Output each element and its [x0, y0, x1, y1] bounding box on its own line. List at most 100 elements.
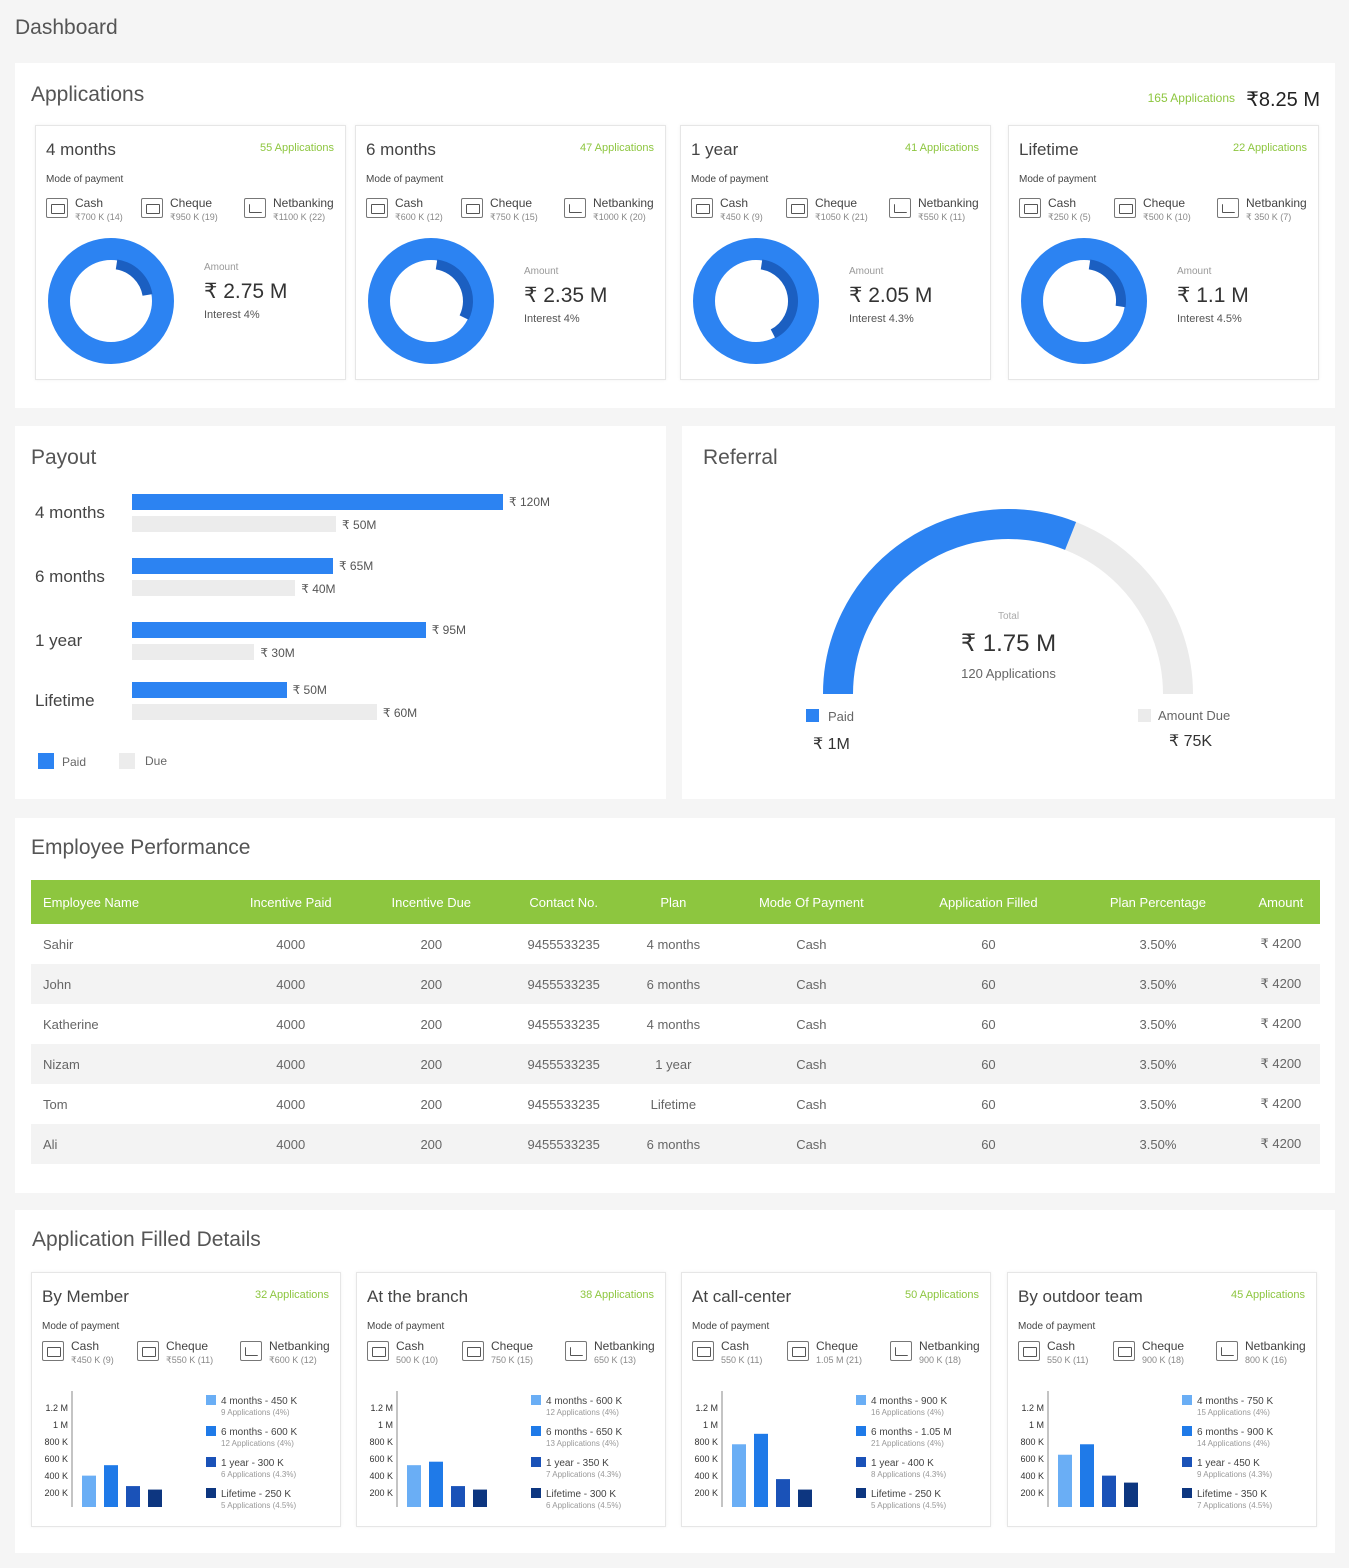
y-tick-label: 800 K: [44, 1437, 68, 1447]
payment-name: Cash: [721, 1339, 750, 1353]
cash-icon: [1018, 1341, 1040, 1361]
application-details-title: Application Filled Details: [32, 1228, 261, 1251]
referral-title: Referral: [703, 446, 778, 469]
y-tick-label: 400 K: [44, 1471, 68, 1481]
column-header[interactable]: Amount: [1241, 880, 1320, 924]
payment-name: Netbanking: [918, 196, 979, 210]
table-cell: ₹ 4200: [1241, 964, 1320, 1004]
employee-table: Employee Name Incentive Paid Incentive Due…: [31, 880, 1320, 1164]
application-bar-chart: [721, 1391, 812, 1507]
legend-swatch: [531, 1488, 541, 1498]
legend-sub: 7 Applications (4.5%): [1197, 1501, 1273, 1510]
application-card: 6 months 47 Applications Mode of payment Ca…: [355, 125, 666, 380]
legend-swatch: [206, 1457, 216, 1467]
payment-value: ₹750 K (15): [490, 212, 538, 222]
table-cell: 4000: [276, 936, 306, 952]
legend-label: Lifetime - 250 K: [871, 1489, 942, 1500]
legend-swatch: [206, 1395, 216, 1405]
card-title: 1 year: [691, 140, 739, 159]
legend-label: 4 months - 450 K: [221, 1396, 298, 1407]
column-header[interactable]: Application Filled: [902, 880, 1075, 924]
payment-value: ₹ 350 K (7): [1246, 212, 1292, 222]
table-cell: Cash: [720, 964, 903, 1004]
chart-legend-item: 6 months - 1.05 M 21 Applications (4%): [856, 1426, 952, 1448]
table-cell: 60: [902, 964, 1075, 1004]
payment-name: Cash: [395, 196, 424, 210]
page-title: Dashboard: [15, 16, 118, 39]
payment-name: Cash: [1047, 1339, 1076, 1353]
legend-swatch: [856, 1457, 866, 1467]
amount-value: ₹ 2.75 M: [204, 280, 288, 303]
payout-paid-bar: [132, 558, 333, 574]
legend-due-label: Due: [145, 754, 168, 768]
column-header[interactable]: Incentive Due: [361, 880, 501, 924]
application-card: 1 year 41 Applications Mode of payment Cash…: [680, 125, 991, 380]
legend-label: 1 year - 350 K: [546, 1458, 609, 1469]
payout-paid-value: ₹ 95M: [431, 623, 467, 637]
payment-name: Cash: [1048, 196, 1077, 210]
column-header[interactable]: Mode Of Payment: [720, 880, 903, 924]
payout-due-bar: [132, 580, 296, 596]
legend-swatch: [531, 1426, 541, 1436]
application-bar-chart: [396, 1391, 487, 1507]
payment-value: ₹600 K (12): [269, 1355, 317, 1365]
cheque-icon: [787, 1341, 809, 1361]
payment-value: 500 K (10): [396, 1355, 439, 1365]
table-cell: 200: [420, 936, 443, 952]
mode-of-payment-label: Mode of payment: [1018, 1321, 1096, 1332]
payout-paid-value: ₹ 120M: [509, 495, 550, 509]
legend-due-swatch: [119, 753, 135, 769]
payment-value: ₹1000 K (20): [593, 212, 646, 222]
gauge-paid-arc: [823, 509, 1077, 695]
legend-swatch: [531, 1457, 541, 1467]
column-header[interactable]: Incentive Paid: [219, 880, 362, 924]
donut-ring: [693, 238, 819, 364]
referral-total-amount: ₹ 1.75 M: [960, 630, 1057, 657]
detail-card: At the branch 38 Applications Mode of paym…: [356, 1272, 666, 1527]
table-cell: ₹ 4200: [1241, 1044, 1320, 1084]
detail-card: By Member 32 Applications Mode of payment C…: [31, 1272, 341, 1527]
table-cell: 6 months: [626, 964, 720, 1004]
applications-total-amount: ₹8.25 M: [1246, 89, 1320, 111]
legend-label: 1 year - 400 K: [871, 1458, 934, 1469]
table-cell: Nizam: [31, 1044, 220, 1084]
y-tick-label: 1 M: [1028, 1420, 1044, 1430]
payment-name: Netbanking: [593, 196, 654, 210]
payment-name: Cheque: [816, 1339, 859, 1353]
chart-bar: [776, 1479, 790, 1507]
payment-name: Cheque: [491, 1339, 534, 1353]
column-header[interactable]: Contact No.: [500, 880, 627, 924]
table-cell: 4000: [219, 964, 362, 1004]
column-header[interactable]: Plan Percentage: [1074, 880, 1242, 924]
table-cell: 4000: [276, 1096, 306, 1112]
column-header[interactable]: Plan: [626, 880, 720, 924]
y-tick-label: 600 K: [369, 1454, 393, 1464]
chart-bar: [82, 1475, 96, 1507]
interest-rate: Interest 4%: [204, 309, 260, 321]
applications-total-count: 165 Applications: [1147, 91, 1235, 105]
card-application-count: 45 Applications: [1231, 1289, 1305, 1301]
payout-due-value: ₹ 60M: [382, 706, 418, 720]
donut-segment: [115, 259, 153, 297]
card-title: At call-center: [692, 1287, 792, 1306]
chart-bar: [451, 1486, 465, 1507]
amount-donut-chart: [693, 238, 819, 364]
table-cell: 4 months: [646, 1016, 701, 1032]
payout-paid-bar: [132, 494, 503, 510]
payout-paid-value: ₹ 65M: [338, 559, 374, 573]
payment-value: 800 K (16): [1245, 1355, 1288, 1365]
chart-bar: [148, 1489, 162, 1507]
donut-segment: [1088, 259, 1126, 308]
legend-sub: 5 Applications (4.5%): [871, 1501, 947, 1510]
legend-sub: 9 Applications (4.3%): [1197, 1470, 1273, 1479]
legend-label: 6 months - 900 K: [1197, 1427, 1274, 1438]
table-cell: Cash: [796, 1096, 827, 1112]
table-cell: 60: [902, 1124, 1075, 1164]
chart-bar: [732, 1444, 746, 1507]
column-header[interactable]: Employee Name: [31, 880, 220, 924]
payout-due-bar: [132, 644, 255, 660]
table-cell: 9455533235: [500, 1044, 627, 1084]
legend-sub: 6 Applications (4.5%): [546, 1501, 622, 1510]
